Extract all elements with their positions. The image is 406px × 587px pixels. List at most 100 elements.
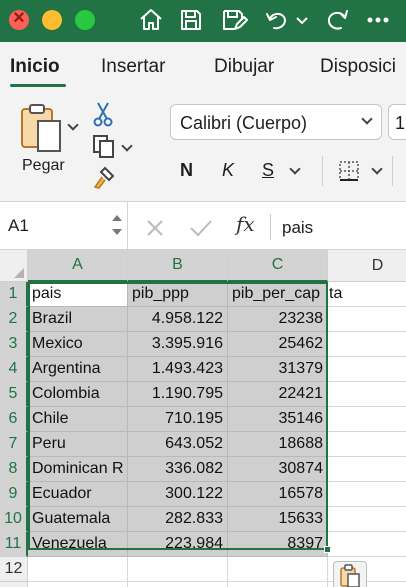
table-cell[interactable]: 22421 — [228, 382, 328, 407]
table-cell[interactable] — [328, 457, 406, 482]
paste-options-button[interactable] — [333, 561, 367, 587]
name-box-stepper-icon[interactable] — [111, 210, 123, 240]
table-cell[interactable]: Venezuela — [28, 532, 128, 557]
table-cell[interactable]: 4.958.122 — [128, 307, 228, 332]
save-icon[interactable] — [176, 5, 206, 35]
underline-button[interactable]: S — [262, 160, 275, 180]
borders-dropdown-icon[interactable] — [371, 163, 383, 175]
row-header[interactable]: 12 — [0, 557, 28, 582]
tab-inicio[interactable]: Inicio — [10, 56, 60, 77]
column-header-c[interactable]: C — [228, 250, 328, 282]
table-cell[interactable] — [328, 382, 406, 407]
borders-icon[interactable] — [336, 158, 362, 184]
table-cell[interactable]: Ecuador — [28, 482, 128, 507]
name-box[interactable]: A1 — [8, 216, 29, 235]
italic-button[interactable]: K — [222, 160, 235, 180]
table-cell[interactable]: Dominican R — [28, 457, 128, 482]
paste-icon[interactable] — [16, 102, 68, 156]
row-header[interactable]: 7 — [0, 432, 28, 457]
table-cell[interactable]: 1.493.423 — [128, 357, 228, 382]
table-cell[interactable] — [328, 307, 406, 332]
row-header[interactable]: 3 — [0, 332, 28, 357]
paste-label[interactable]: Pegar — [22, 157, 65, 174]
table-cell[interactable]: 282.833 — [128, 507, 228, 532]
select-all-corner[interactable] — [0, 250, 28, 282]
table-cell[interactable]: 25462 — [228, 332, 328, 357]
row-header[interactable]: 5 — [0, 382, 28, 407]
table-cell[interactable] — [328, 482, 406, 507]
format-painter-icon[interactable] — [89, 164, 119, 192]
row-header[interactable]: 6 — [0, 407, 28, 432]
table-cell[interactable] — [328, 332, 406, 357]
more-options-icon[interactable] — [364, 5, 392, 35]
table-cell[interactable] — [128, 582, 228, 587]
table-cell[interactable] — [228, 582, 328, 587]
column-header-a[interactable]: A — [28, 250, 128, 282]
cell-d1[interactable] — [328, 282, 406, 307]
table-cell[interactable]: 35146 — [228, 407, 328, 432]
cell-a1[interactable]: pais — [28, 282, 128, 307]
table-cell[interactable] — [328, 432, 406, 457]
row-header[interactable]: 4 — [0, 357, 28, 382]
table-cell[interactable]: Argentina — [28, 357, 128, 382]
fill-handle[interactable] — [324, 546, 331, 553]
table-cell[interactable]: 643.052 — [128, 432, 228, 457]
table-cell[interactable]: 1.190.795 — [128, 382, 228, 407]
row-header[interactable]: 9 — [0, 482, 28, 507]
copy-dropdown-icon[interactable] — [121, 140, 133, 152]
row-header[interactable]: 13 — [0, 582, 28, 587]
minimize-window-button[interactable] — [42, 10, 62, 30]
tab-disposicion[interactable]: Disposici — [320, 56, 397, 77]
table-cell[interactable] — [328, 532, 406, 557]
table-cell[interactable]: Colombia — [28, 382, 128, 407]
formula-input[interactable]: pais — [282, 218, 314, 237]
table-cell[interactable] — [28, 582, 128, 587]
row-header[interactable]: 10 — [0, 507, 28, 532]
table-cell[interactable]: 3.395.916 — [128, 332, 228, 357]
table-cell[interactable]: 18688 — [228, 432, 328, 457]
table-cell[interactable]: 8397 — [228, 532, 328, 557]
table-cell[interactable] — [328, 507, 406, 532]
confirm-entry-icon[interactable] — [188, 216, 214, 240]
table-cell[interactable]: 23238 — [228, 307, 328, 332]
font-name-dropdown[interactable]: Calibri (Cuerpo) — [170, 104, 382, 140]
table-cell[interactable] — [228, 557, 328, 582]
cancel-entry-icon[interactable] — [143, 216, 167, 240]
maximize-window-button[interactable] — [75, 10, 95, 30]
table-cell[interactable] — [28, 557, 128, 582]
redo-icon[interactable] — [322, 5, 352, 35]
insert-function-icon[interactable]: fx — [236, 212, 255, 236]
spreadsheet-grid[interactable]: A B C D 1 2 3 4 5 6 7 8 9 10 11 12 13 pa… — [0, 250, 406, 587]
cut-icon[interactable] — [90, 100, 116, 128]
tab-dibujar[interactable]: Dibujar — [214, 56, 275, 77]
undo-dropdown-icon[interactable] — [294, 5, 310, 35]
column-header-d[interactable]: D — [328, 250, 406, 282]
table-cell[interactable] — [328, 407, 406, 432]
row-header[interactable]: 1 — [0, 282, 28, 307]
table-cell[interactable]: Brazil — [28, 307, 128, 332]
table-cell[interactable]: Guatemala — [28, 507, 128, 532]
underline-dropdown-icon[interactable] — [289, 163, 301, 175]
table-cell[interactable] — [328, 357, 406, 382]
row-header[interactable]: 2 — [0, 307, 28, 332]
tab-insertar[interactable]: Insertar — [101, 56, 166, 77]
save-as-icon[interactable] — [218, 5, 250, 35]
table-cell[interactable] — [328, 557, 406, 582]
undo-icon[interactable] — [262, 5, 292, 35]
table-cell[interactable]: 30874 — [228, 457, 328, 482]
table-cell[interactable]: Peru — [28, 432, 128, 457]
table-cell[interactable]: 16578 — [228, 482, 328, 507]
table-cell[interactable]: Mexico — [28, 332, 128, 357]
table-cell[interactable]: 31379 — [228, 357, 328, 382]
table-cell[interactable] — [128, 557, 228, 582]
table-cell[interactable]: 15633 — [228, 507, 328, 532]
paste-dropdown-icon[interactable] — [67, 119, 79, 131]
font-size-dropdown[interactable]: 1 — [388, 104, 406, 140]
table-cell[interactable]: 300.122 — [128, 482, 228, 507]
bold-button[interactable]: N — [180, 160, 193, 180]
table-cell[interactable]: Chile — [28, 407, 128, 432]
row-header[interactable]: 8 — [0, 457, 28, 482]
row-header[interactable]: 11 — [0, 532, 28, 557]
close-window-button[interactable] — [9, 7, 29, 30]
table-cell[interactable]: 710.195 — [128, 407, 228, 432]
